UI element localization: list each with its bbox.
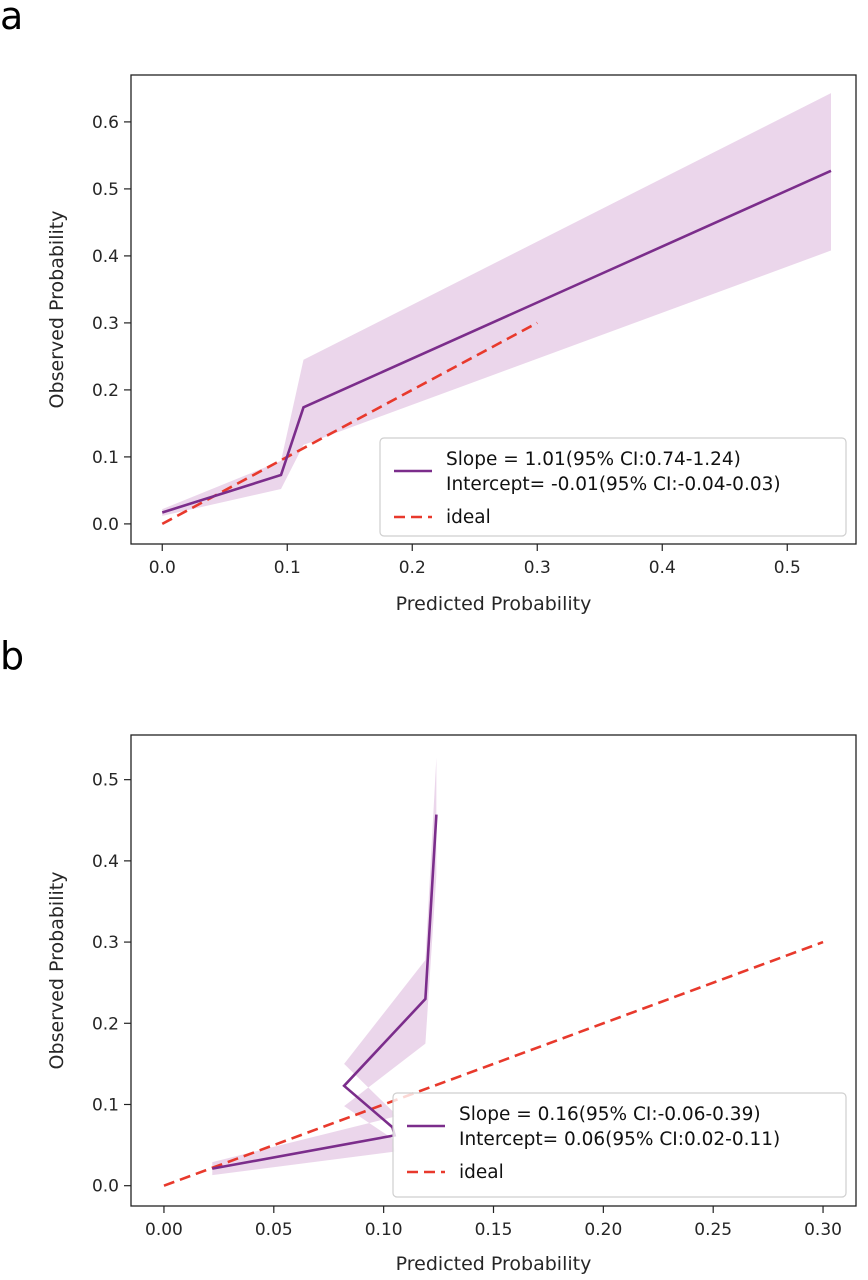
x-tick-label: 0.15: [475, 1220, 513, 1240]
x-axis-label: Predicted Probability: [396, 593, 592, 615]
panel-letter: a: [0, 0, 24, 38]
y-tick-label: 0.3: [92, 314, 119, 334]
legend-intercept-text: Intercept= 0.06(95% CI:0.02-0.11): [459, 1129, 780, 1150]
y-tick-label: 0.1: [92, 1095, 119, 1115]
x-tick-label: 0.20: [584, 1220, 622, 1240]
x-tick-label: 0.00: [145, 1220, 183, 1240]
x-tick-label: 0.25: [694, 1220, 732, 1240]
panel-letter: b: [0, 634, 25, 678]
x-tick-label: 0.5: [774, 558, 801, 578]
panel-a: a 0.0 0.1 0.2 0.3 0.4 0.5 0.0 0.1 0.2 0.3 0.4 0.5 0.…: [0, 0, 857, 615]
legend-box: [392, 1092, 847, 1198]
y-tick-label: 0.0: [92, 1177, 119, 1197]
ci-band: [212, 757, 437, 1176]
x-tick-label: 0.05: [255, 1220, 293, 1240]
x-tick-label: 0.30: [804, 1220, 842, 1240]
plot-frame: [130, 74, 857, 545]
y-tick-label: 0.5: [92, 771, 119, 791]
y-tick-label: 0.6: [92, 113, 119, 133]
legend-box: [379, 437, 847, 537]
legend-ideal-text: ideal: [459, 1162, 504, 1183]
y-tick-label: 0.5: [92, 180, 119, 200]
legend-slope-text: Slope = 0.16(95% CI:-0.06-0.39): [459, 1104, 761, 1125]
ideal-line: [161, 321, 538, 526]
x-tick-label: 0.4: [649, 558, 676, 578]
y-tick-label: 0.2: [92, 1014, 119, 1034]
y-tick-label: 0.0: [92, 515, 119, 535]
y-axis-label: Observed Probability: [46, 872, 68, 1070]
panel-b: b 0.00 0.05 0.10 0.15 0.20 0.25 0.30 0.0 0.1 0.2 0…: [0, 634, 868, 1280]
legend-slope-text: Slope = 1.01(95% CI:0.74-1.24): [446, 449, 741, 470]
x-tick-label: 0.10: [365, 1220, 403, 1240]
x-tick-label: 0.2: [399, 558, 426, 578]
y-tick-label: 0.4: [92, 247, 119, 267]
ci-band: [162, 93, 831, 516]
x-tick-label: 0.0: [149, 558, 176, 578]
x-tick-label: 0.1: [274, 558, 301, 578]
calibration-line: [161, 169, 832, 514]
y-tick-label: 0.4: [92, 852, 119, 872]
calibration-line: [212, 814, 438, 1170]
calibration-chart-a: 0.0 0.1 0.2 0.3 0.4 0.5 0.0 0.1 0.2 0.3 0.4 0.5 0.6 P…: [46, 74, 857, 615]
y-tick-label: 0.3: [92, 933, 119, 953]
x-tick-label: 0.3: [524, 558, 551, 578]
calibration-chart-b: 0.00 0.05 0.10 0.15 0.20 0.25 0.30 0.0 0.1 0.2 0.3…: [46, 734, 857, 1275]
legend-ideal-text: ideal: [446, 507, 491, 528]
y-tick-label: 0.2: [92, 381, 119, 401]
y-tick-label: 0.1: [92, 448, 119, 468]
y-axis-label: Observed Probability: [46, 211, 68, 409]
ideal-line: [163, 940, 824, 1187]
legend-intercept-text: Intercept= -0.01(95% CI:-0.04-0.03): [446, 474, 781, 495]
x-axis-label: Predicted Probability: [396, 1253, 592, 1275]
